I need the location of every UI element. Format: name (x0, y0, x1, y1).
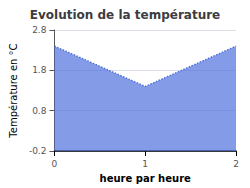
svg-text:Température en °C: Température en °C (8, 43, 19, 138)
svg-text:1.8: 1.8 (32, 65, 47, 75)
svg-text:0: 0 (52, 159, 58, 169)
svg-text:2: 2 (233, 159, 239, 169)
svg-text:0.8: 0.8 (32, 106, 47, 116)
svg-text:2.8: 2.8 (32, 25, 47, 35)
svg-text:Evolution de la température: Evolution de la température (30, 8, 221, 22)
svg-text:heure par heure: heure par heure (100, 173, 191, 184)
svg-text:1: 1 (142, 159, 148, 169)
svg-text:-0.2: -0.2 (29, 146, 47, 156)
